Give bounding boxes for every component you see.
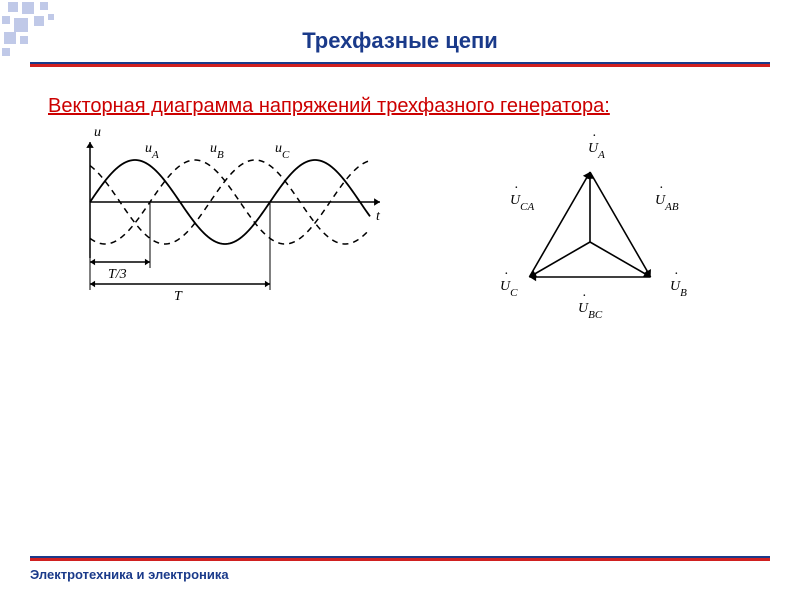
svg-text:UC: UC — [500, 279, 518, 299]
footer: Электротехника и электроника — [30, 556, 770, 582]
svg-text:u: u — [94, 125, 101, 140]
svg-text:T: T — [174, 289, 183, 302]
corner-decoration — [0, 0, 70, 70]
svg-text:·: · — [582, 289, 587, 304]
svg-text:UCA: UCA — [510, 193, 534, 213]
page-title: Трехфазные цепи — [0, 0, 800, 54]
svg-text:uC: uC — [275, 141, 290, 161]
svg-text:uB: uB — [210, 141, 224, 161]
subtitle: Векторная диаграмма напряжений трехфазно… — [48, 95, 760, 118]
top-divider — [30, 62, 770, 67]
footer-divider — [30, 556, 770, 561]
svg-text:uA: uA — [145, 141, 159, 161]
svg-text:·: · — [514, 181, 519, 196]
svg-text:UBC: UBC — [578, 301, 603, 321]
footer-text: Электротехника и электроника — [30, 567, 770, 582]
svg-text:·: · — [674, 267, 679, 282]
diagram-area: utuAuBuCT/3T UA·UB·UC·UAB·UBC·UCA· — [40, 122, 760, 352]
three-phase-wave-graph: u t uA uB uC T/3 T — [50, 122, 390, 302]
svg-text:T/3: T/3 — [108, 267, 127, 282]
svg-text:·: · — [659, 181, 664, 196]
svg-text:·: · — [504, 267, 509, 282]
svg-text:UAB: UAB — [655, 193, 679, 213]
vector-diagram: UA·UB·UC·UAB·UBC·UCA· — [470, 132, 710, 332]
svg-text:UA: UA — [588, 141, 605, 161]
svg-text:UB: UB — [670, 279, 687, 299]
svg-text:t: t — [376, 209, 381, 224]
svg-text:·: · — [592, 132, 597, 144]
